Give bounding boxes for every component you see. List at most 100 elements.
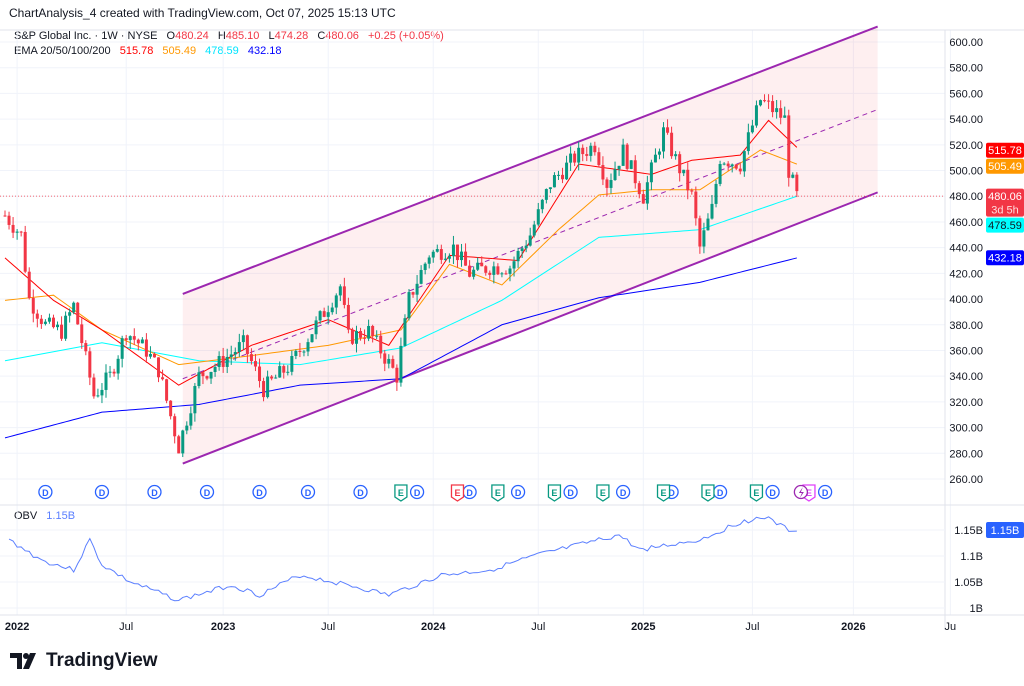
time-tick-label: Jul	[321, 621, 335, 633]
candle-body	[791, 174, 795, 178]
ema20-badge: 515.78	[988, 145, 1022, 157]
earnings-label: E	[398, 488, 404, 498]
candle-body	[771, 101, 775, 113]
candle-body	[367, 325, 371, 339]
candle	[443, 253, 447, 261]
candle-body	[415, 283, 419, 295]
earnings-icon	[656, 484, 671, 502]
candle-body	[641, 194, 645, 204]
candle-body	[464, 251, 468, 266]
candle	[274, 374, 278, 379]
ema-label[interactable]: EMA 20/50/100/200	[14, 45, 111, 57]
candle-body	[536, 209, 540, 225]
candle	[399, 337, 403, 387]
caption: ChartAnalysis_4 created with TradingView…	[9, 6, 396, 20]
candle-body	[484, 266, 488, 273]
candle	[185, 421, 189, 435]
candle	[395, 364, 399, 391]
dividend-icon	[817, 484, 833, 500]
earnings-icon	[596, 484, 610, 502]
candle-body	[310, 334, 314, 343]
candle	[577, 141, 581, 171]
candle-body	[682, 169, 686, 174]
candle-body	[314, 320, 318, 335]
price-tick-label: 540.00	[949, 114, 983, 126]
candle-body	[775, 108, 779, 113]
ema200-badge-bg	[986, 250, 1024, 266]
candle	[338, 284, 342, 302]
candle	[488, 270, 492, 280]
candle-body	[128, 336, 132, 341]
dividend-icon	[765, 484, 780, 500]
channel-upper-line	[182, 25, 878, 295]
candle-body	[666, 127, 670, 133]
dividend-label: D	[99, 488, 106, 498]
candle-body	[108, 371, 112, 373]
ema200-badge: 432.18	[988, 253, 1022, 265]
price-tick-label: 340.00	[949, 371, 983, 383]
candle-body	[516, 250, 520, 262]
candle	[31, 289, 35, 323]
dividend-icon	[199, 484, 215, 500]
candle	[213, 363, 217, 377]
candle-body	[577, 147, 581, 163]
candle	[742, 150, 746, 177]
price-tick-label: 300.00	[949, 423, 983, 435]
price-tick-label: 320.00	[949, 397, 983, 409]
symbol-name[interactable]: S&P Global Inc. · 1W · NYSE	[14, 30, 158, 42]
candle-body	[60, 324, 64, 339]
candle-body	[177, 436, 181, 454]
candle	[270, 375, 274, 381]
candle	[197, 366, 201, 389]
candle	[419, 265, 423, 285]
candle-body	[116, 358, 120, 374]
candle	[144, 333, 148, 363]
candle	[476, 257, 480, 272]
obv-badge: 1.15B	[991, 525, 1020, 537]
symbol-legend: S&P Global Inc. · 1W · NYSE O480.24 H485…	[14, 30, 444, 42]
candle-body	[92, 377, 96, 397]
candle	[423, 262, 427, 275]
time-tick-label: 2026	[841, 621, 865, 633]
candle	[565, 155, 569, 180]
candle	[375, 330, 379, 340]
candle-body	[601, 165, 605, 180]
candle-body	[552, 175, 556, 188]
dividend-marker: D	[252, 484, 267, 500]
candle	[484, 265, 488, 276]
candle-body	[407, 292, 411, 319]
candle-body	[645, 182, 649, 204]
tradingview-logo[interactable]: TradingView	[10, 650, 158, 672]
candle	[148, 346, 152, 359]
candle-body	[670, 132, 674, 157]
dividend-label: D	[151, 488, 158, 498]
candle-body	[217, 356, 221, 367]
candle-body	[783, 115, 787, 118]
ema50-line	[4, 149, 798, 366]
candle-body	[399, 345, 403, 383]
price-tick-label: 580.00	[949, 63, 983, 75]
earnings-icon	[394, 484, 408, 502]
candle	[718, 160, 722, 187]
candle	[181, 429, 185, 458]
candle	[415, 275, 419, 303]
time-tick-label: 2023	[211, 621, 235, 633]
candle-body	[47, 317, 51, 322]
candle	[472, 266, 476, 280]
obv-label[interactable]: OBV	[14, 510, 38, 522]
candle	[771, 95, 775, 118]
dividend-marker: D	[38, 484, 53, 500]
candle-body	[363, 337, 367, 339]
candle	[593, 141, 597, 156]
ema-legend: EMA 20/50/100/200 515.78 505.49 478.59 4…	[14, 45, 288, 57]
candle	[177, 434, 181, 454]
candle	[350, 327, 354, 345]
candle	[51, 314, 55, 329]
candle-body	[253, 361, 257, 367]
candle	[451, 235, 455, 264]
earnings-icon	[547, 484, 562, 502]
ema50-badge-bg	[986, 158, 1024, 174]
candle	[702, 222, 706, 254]
candle	[169, 400, 173, 420]
